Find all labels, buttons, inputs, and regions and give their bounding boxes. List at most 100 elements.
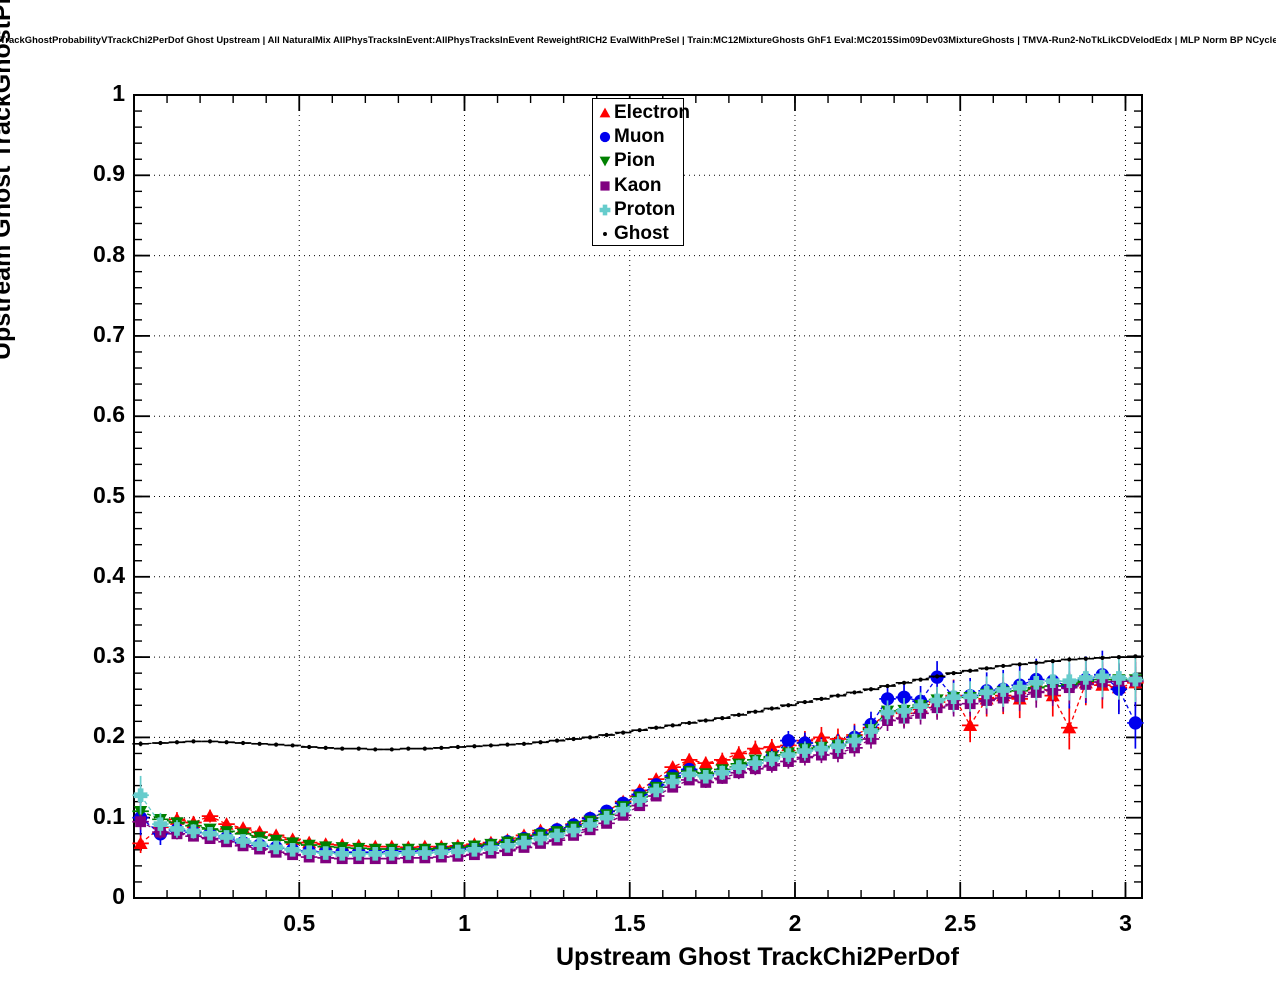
data-marker	[533, 831, 548, 846]
data-marker	[814, 730, 829, 743]
legend-entry-pion[interactable]: Pion	[595, 148, 683, 173]
data-marker	[814, 741, 829, 756]
data-marker	[984, 666, 989, 671]
data-marker	[368, 847, 383, 861]
data-marker	[880, 692, 895, 706]
plot-header-title: TrackGhostProbabilityVTrackChi2PerDof Gh…	[0, 34, 1276, 45]
data-marker	[913, 699, 928, 713]
data-marker	[930, 693, 944, 708]
data-marker	[781, 748, 796, 762]
data-marker	[224, 740, 229, 745]
data-marker	[566, 823, 581, 838]
data-marker	[599, 107, 611, 118]
legend-entry-kaon[interactable]: Kaon	[595, 173, 683, 198]
data-marker	[1050, 659, 1055, 664]
data-marker	[852, 690, 857, 695]
data-marker	[351, 847, 366, 861]
data-marker	[219, 830, 234, 844]
data-marker	[451, 844, 465, 859]
data-marker	[963, 718, 978, 731]
data-marker	[765, 752, 779, 766]
data-marker	[670, 723, 675, 728]
data-marker	[257, 741, 262, 746]
legend-entry-muon[interactable]: Muon	[595, 124, 683, 149]
data-marker	[1079, 671, 1093, 685]
data-marker	[819, 696, 824, 701]
data-marker	[665, 760, 680, 773]
data-marker	[1029, 675, 1044, 690]
x-tick-label: 3	[1119, 910, 1132, 936]
data-marker	[748, 741, 763, 755]
data-marker	[748, 756, 763, 770]
data-marker	[682, 767, 697, 782]
axis-frame	[133, 94, 1143, 899]
x-axis-title: Upstream Ghost TrackChi2PerDof	[556, 943, 959, 971]
data-marker	[897, 690, 911, 704]
data-marker	[599, 157, 611, 167]
data-marker	[847, 733, 862, 748]
legend-entry-proton[interactable]: Proton	[595, 197, 683, 222]
data-marker	[133, 788, 148, 803]
data-marker	[968, 668, 973, 673]
data-marker	[604, 732, 609, 738]
data-marker	[786, 703, 791, 708]
data-marker	[135, 816, 147, 828]
triangle-down-marker	[596, 148, 614, 173]
data-marker	[764, 740, 779, 753]
data-marker	[240, 740, 246, 746]
legend-label: Ghost	[614, 223, 669, 244]
data-marker	[269, 840, 283, 855]
data-marker	[285, 843, 300, 857]
legend-entry-electron[interactable]: Electron	[595, 100, 690, 125]
triangle-up-marker	[596, 100, 614, 125]
data-marker	[290, 743, 295, 748]
data-marker	[934, 674, 940, 679]
data-marker	[1001, 663, 1006, 669]
data-marker	[153, 817, 168, 831]
data-marker	[951, 671, 956, 676]
y-axis-title: Upstream Ghost TrackGhostProbability	[0, 0, 16, 360]
data-marker	[356, 746, 361, 751]
y-tick-label: 0.5	[93, 481, 125, 508]
data-marker	[439, 745, 444, 750]
gridlines	[134, 95, 1142, 898]
legend-entry-ghost[interactable]: Ghost	[595, 221, 683, 246]
data-marker	[868, 687, 874, 692]
circle-marker	[596, 124, 614, 149]
data-marker	[583, 818, 597, 832]
legend-label: Kaon	[614, 174, 662, 196]
data-marker	[186, 824, 201, 839]
data-marker	[687, 720, 692, 726]
data-marker	[174, 740, 180, 745]
x-tick-label: 2.5	[944, 910, 977, 936]
data-marker	[434, 845, 449, 860]
data-marker	[1012, 680, 1027, 695]
data-marker	[864, 724, 878, 738]
data-marker	[897, 704, 911, 718]
data-marker	[831, 739, 845, 754]
data-marker	[373, 747, 378, 752]
data-marker	[401, 846, 416, 860]
data-marker	[1034, 660, 1039, 665]
data-marker	[599, 132, 611, 143]
data-marker	[389, 747, 394, 752]
y-tick-label: 0.1	[93, 802, 125, 829]
data-marker	[302, 845, 316, 860]
square-marker	[596, 173, 614, 198]
series-proton	[132, 655, 1144, 861]
data-marker	[500, 839, 515, 853]
y-tick-label: 0.8	[93, 240, 125, 267]
y-tick-label: 0.6	[93, 401, 125, 428]
y-tick-label: 0	[112, 883, 125, 909]
data-marker	[418, 846, 432, 860]
y-tick-label: 0.2	[93, 722, 125, 749]
data-marker	[802, 699, 808, 705]
data-marker	[1045, 674, 1060, 688]
y-tick-label: 0.3	[93, 642, 125, 669]
data-marker	[170, 822, 184, 836]
data-marker	[1083, 656, 1088, 661]
series-ghost	[132, 654, 1144, 752]
data-marker	[521, 741, 527, 746]
x-tick-label: 1	[458, 910, 471, 936]
